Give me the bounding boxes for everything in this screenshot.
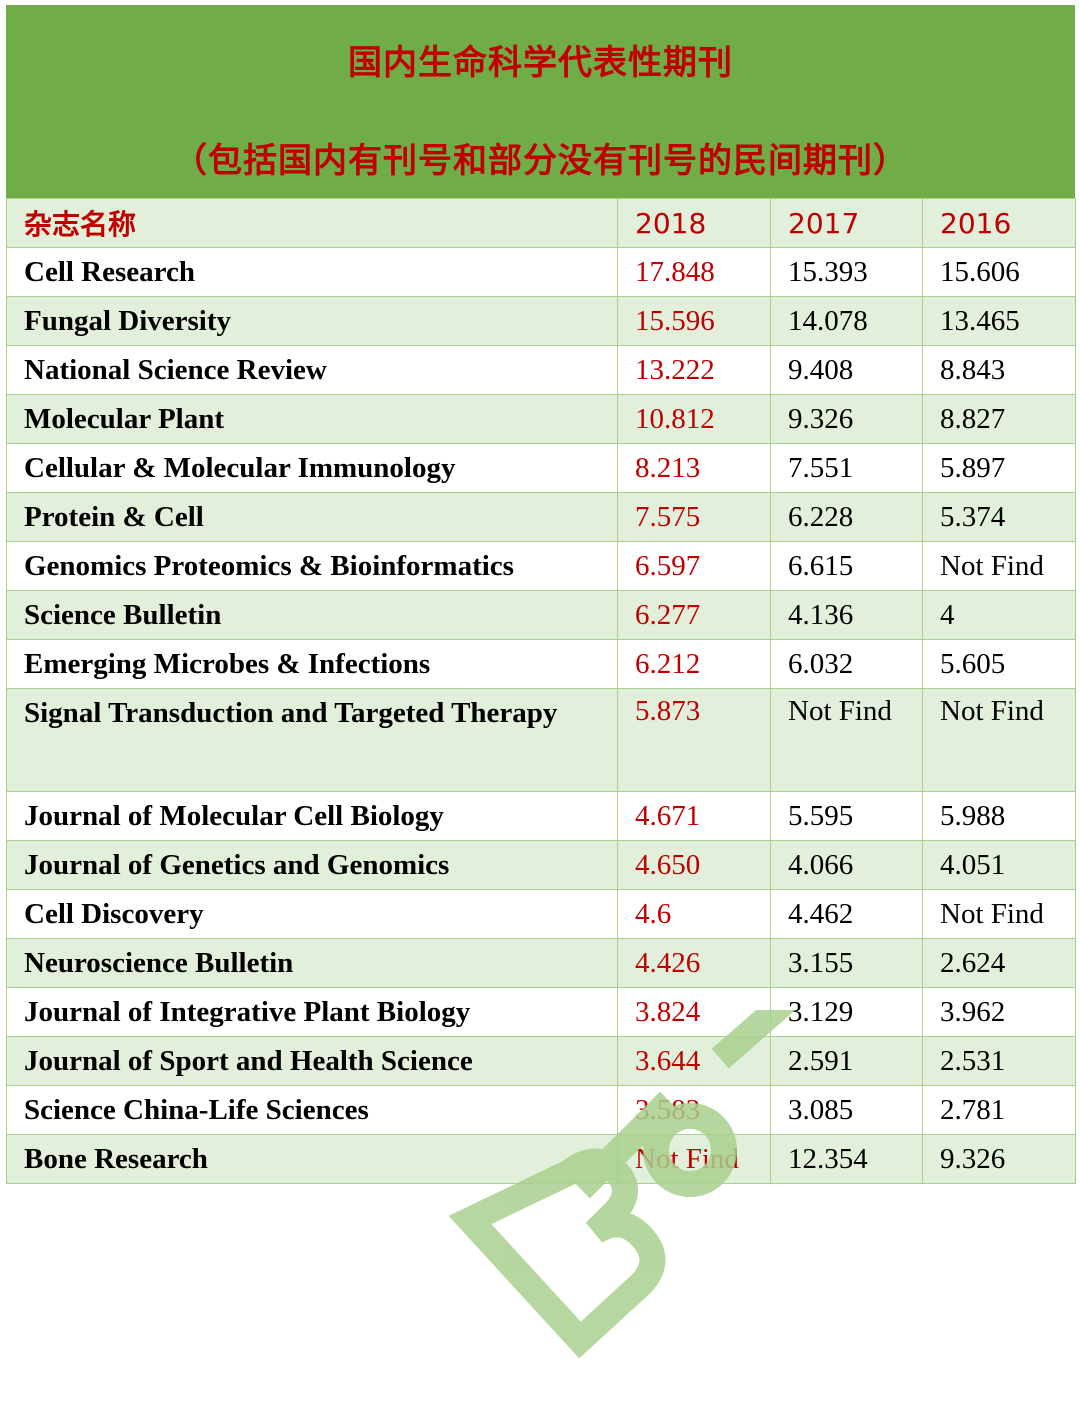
value-2018: 4.650 bbox=[617, 840, 771, 890]
journal-name: Emerging Microbes & Infections bbox=[6, 639, 618, 689]
journal-name: National Science Review bbox=[6, 345, 618, 395]
value-2018: 4.671 bbox=[617, 791, 771, 841]
table-row: Bone Research Not Find 12.354 9.326 bbox=[6, 1134, 1076, 1184]
journal-table: 杂志名称 2018 2017 2016 Cell Research 17.848… bbox=[6, 198, 1076, 1184]
value-2018: 7.575 bbox=[617, 492, 771, 542]
value-2017: 6.615 bbox=[770, 541, 923, 591]
value-2016: 8.827 bbox=[922, 394, 1076, 444]
value-2016: 4 bbox=[922, 590, 1076, 640]
value-2017: Not Find bbox=[770, 688, 923, 792]
journal-name: Cell Research bbox=[6, 247, 618, 297]
value-2018: 6.597 bbox=[617, 541, 771, 591]
value-2018: 6.212 bbox=[617, 639, 771, 689]
table-row: National Science Review 13.222 9.408 8.8… bbox=[6, 345, 1076, 395]
header-2016: 2016 bbox=[922, 198, 1076, 248]
title-banner: 国内生命科学代表性期刊 （包括国内有刊号和部分没有刊号的民间期刊） bbox=[6, 5, 1075, 198]
value-2018: 6.277 bbox=[617, 590, 771, 640]
table-row: Neuroscience Bulletin 4.426 3.155 2.624 bbox=[6, 938, 1076, 988]
value-2018: 3.824 bbox=[617, 987, 771, 1037]
value-2016: 2.781 bbox=[922, 1085, 1076, 1135]
value-2016: 2.531 bbox=[922, 1036, 1076, 1086]
value-2016: 5.988 bbox=[922, 791, 1076, 841]
table-row: Signal Transduction and Targeted Therapy… bbox=[6, 688, 1076, 792]
table-row: Genomics Proteomics & Bioinformatics 6.5… bbox=[6, 541, 1076, 591]
value-2018: 10.812 bbox=[617, 394, 771, 444]
value-2017: 4.066 bbox=[770, 840, 923, 890]
table-row: Journal of Molecular Cell Biology 4.671 … bbox=[6, 791, 1076, 841]
value-2016: 5.897 bbox=[922, 443, 1076, 493]
value-2017: 4.136 bbox=[770, 590, 923, 640]
header-2017: 2017 bbox=[770, 198, 923, 248]
table-row: Cell Research 17.848 15.393 15.606 bbox=[6, 247, 1076, 297]
value-2016: 4.051 bbox=[922, 840, 1076, 890]
value-2016: 8.843 bbox=[922, 345, 1076, 395]
value-2018: Not Find bbox=[617, 1134, 771, 1184]
page-subtitle: （包括国内有刊号和部分没有刊号的民间期刊） bbox=[173, 141, 908, 181]
journal-name: Journal of Integrative Plant Biology bbox=[6, 987, 618, 1037]
journal-name: Bone Research bbox=[6, 1134, 618, 1184]
value-2017: 15.393 bbox=[770, 247, 923, 297]
journal-name: Science Bulletin bbox=[6, 590, 618, 640]
table-row: Journal of Genetics and Genomics 4.650 4… bbox=[6, 840, 1076, 890]
value-2017: 3.085 bbox=[770, 1085, 923, 1135]
value-2018: 3.583 bbox=[617, 1085, 771, 1135]
header-journal-name: 杂志名称 bbox=[6, 198, 618, 248]
value-2017: 7.551 bbox=[770, 443, 923, 493]
page-title: 国内生命科学代表性期刊 bbox=[348, 43, 733, 83]
table-row: Journal of Integrative Plant Biology 3.8… bbox=[6, 987, 1076, 1037]
value-2018: 5.873 bbox=[617, 688, 771, 792]
value-2016: 9.326 bbox=[922, 1134, 1076, 1184]
value-2018: 4.6 bbox=[617, 889, 771, 939]
journal-name: Neuroscience Bulletin bbox=[6, 938, 618, 988]
value-2016: 13.465 bbox=[922, 296, 1076, 346]
journal-name: Genomics Proteomics & Bioinformatics bbox=[6, 541, 618, 591]
value-2017: 14.078 bbox=[770, 296, 923, 346]
table-row: Cellular & Molecular Immunology 8.213 7.… bbox=[6, 443, 1076, 493]
table-row: Cell Discovery 4.6 4.462 Not Find bbox=[6, 889, 1076, 939]
journal-name: Cell Discovery bbox=[6, 889, 618, 939]
journal-name: Signal Transduction and Targeted Therapy bbox=[6, 688, 618, 792]
value-2017: 9.326 bbox=[770, 394, 923, 444]
value-2016: Not Find bbox=[922, 541, 1076, 591]
value-2017: 12.354 bbox=[770, 1134, 923, 1184]
table-row: Fungal Diversity 15.596 14.078 13.465 bbox=[6, 296, 1076, 346]
value-2016: 2.624 bbox=[922, 938, 1076, 988]
value-2016: Not Find bbox=[922, 889, 1076, 939]
value-2017: 2.591 bbox=[770, 1036, 923, 1086]
table-row: Molecular Plant 10.812 9.326 8.827 bbox=[6, 394, 1076, 444]
value-2017: 3.155 bbox=[770, 938, 923, 988]
journal-name: Journal of Genetics and Genomics bbox=[6, 840, 618, 890]
value-2017: 5.595 bbox=[770, 791, 923, 841]
value-2018: 13.222 bbox=[617, 345, 771, 395]
value-2017: 3.129 bbox=[770, 987, 923, 1037]
table-row: Journal of Sport and Health Science 3.64… bbox=[6, 1036, 1076, 1086]
table-row: Science Bulletin 6.277 4.136 4 bbox=[6, 590, 1076, 640]
table-header-row: 杂志名称 2018 2017 2016 bbox=[6, 198, 1076, 248]
journal-name: Cellular & Molecular Immunology bbox=[6, 443, 618, 493]
value-2016: 5.374 bbox=[922, 492, 1076, 542]
value-2017: 4.462 bbox=[770, 889, 923, 939]
value-2018: 17.848 bbox=[617, 247, 771, 297]
value-2017: 6.032 bbox=[770, 639, 923, 689]
value-2016: 5.605 bbox=[922, 639, 1076, 689]
value-2017: 6.228 bbox=[770, 492, 923, 542]
value-2017: 9.408 bbox=[770, 345, 923, 395]
table-row: Protein & Cell 7.575 6.228 5.374 bbox=[6, 492, 1076, 542]
journal-name: Molecular Plant bbox=[6, 394, 618, 444]
header-2018: 2018 bbox=[617, 198, 771, 248]
value-2018: 15.596 bbox=[617, 296, 771, 346]
value-2016: 3.962 bbox=[922, 987, 1076, 1037]
journal-name: Fungal Diversity bbox=[6, 296, 618, 346]
value-2018: 8.213 bbox=[617, 443, 771, 493]
value-2018: 3.644 bbox=[617, 1036, 771, 1086]
journal-name: Science China-Life Sciences bbox=[6, 1085, 618, 1135]
value-2018: 4.426 bbox=[617, 938, 771, 988]
value-2016: 15.606 bbox=[922, 247, 1076, 297]
journal-name: Protein & Cell bbox=[6, 492, 618, 542]
journal-name: Journal of Sport and Health Science bbox=[6, 1036, 618, 1086]
table-row: Emerging Microbes & Infections 6.212 6.0… bbox=[6, 639, 1076, 689]
table-row: Science China-Life Sciences 3.583 3.085 … bbox=[6, 1085, 1076, 1135]
value-2016: Not Find bbox=[922, 688, 1076, 792]
journal-name: Journal of Molecular Cell Biology bbox=[6, 791, 618, 841]
